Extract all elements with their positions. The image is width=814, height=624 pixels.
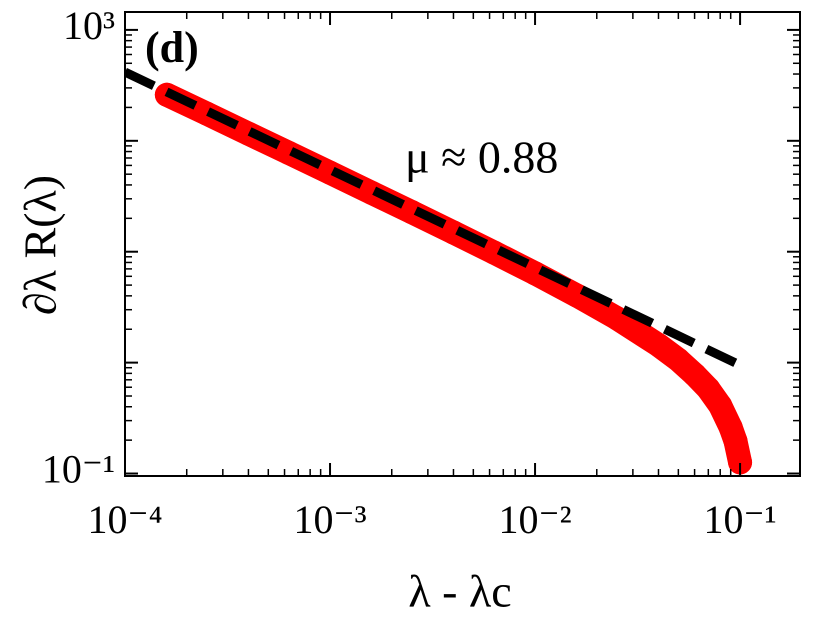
x-tick-label: 10⁻³ xyxy=(293,497,366,542)
x-tick-label: 10⁻¹ xyxy=(704,497,777,542)
x-tick-label: 10⁻⁴ xyxy=(87,497,162,542)
axes-frame xyxy=(124,11,801,477)
y-tick-label: 10⁻¹ xyxy=(42,447,115,492)
y-tick-label: 10³ xyxy=(63,3,115,48)
exponent-annotation: μ ≈ 0.88 xyxy=(405,132,558,183)
x-axis-label: λ - λc xyxy=(408,566,511,617)
x-tick-label: 10⁻² xyxy=(498,497,571,542)
fit-line xyxy=(125,67,743,370)
y-axis-label: ∂λ R(λ) xyxy=(15,175,66,315)
plot-area xyxy=(125,67,753,475)
panel-label: (d) xyxy=(145,23,199,72)
